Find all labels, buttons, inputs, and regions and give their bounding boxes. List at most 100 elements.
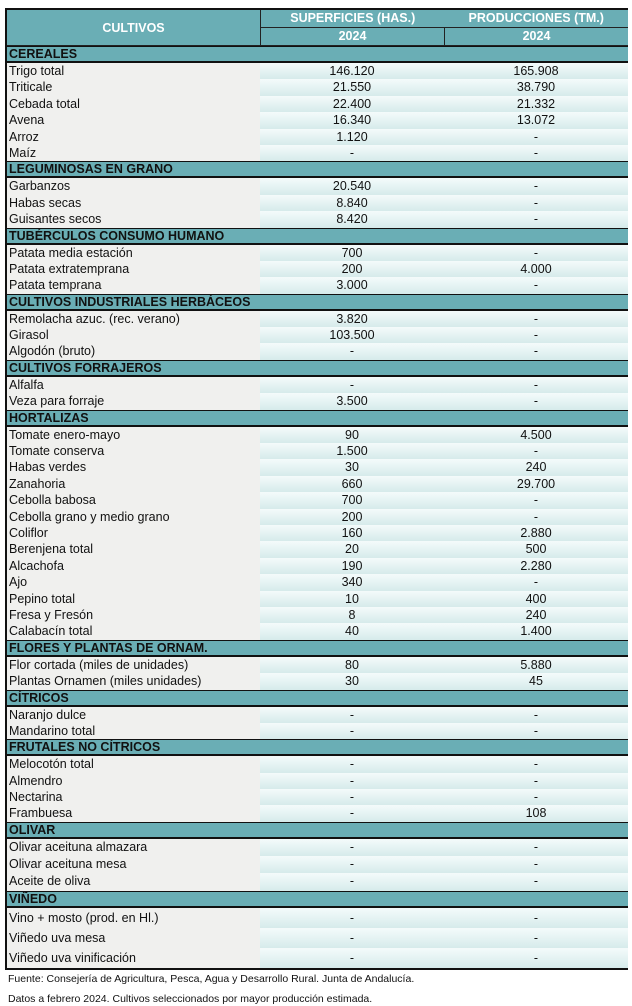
crop-name: Almendro: [7, 772, 260, 790]
crop-name: Ajo: [7, 574, 260, 591]
header-cultivos: CULTIVOS: [7, 10, 261, 45]
produccion-value: 21.332: [444, 95, 628, 113]
header-superficies: SUPERFICIES (HAS.): [290, 11, 416, 25]
table-row: Frambuesa -108: [7, 805, 628, 822]
table-header: CULTIVOS SUPERFICIES (HAS.) PRODUCCIONES…: [7, 10, 628, 46]
table-row: Zanahoria 660 29.700: [7, 475, 628, 493]
produccion-value: -: [444, 789, 628, 806]
superficie-value: 146.120: [260, 63, 444, 80]
produccion-value: -: [444, 772, 628, 790]
produccion-value: 29.700: [444, 475, 628, 493]
table-row: Olivar aceituna almazara - -: [7, 838, 628, 857]
superficie-value: -: [260, 927, 444, 948]
superficie-value: 40: [260, 623, 444, 640]
crop-name: Avena: [7, 112, 260, 129]
produccion-value: 240: [444, 459, 628, 476]
superficie-value: -: [260, 907, 444, 928]
section-group: FRUTALES NO CÍTRICOS Melocotón total - - Alm…: [7, 739, 628, 822]
superficie-value: 190: [260, 557, 444, 575]
produccion-value: 45: [444, 673, 628, 690]
superficie-value: 90: [260, 426, 444, 444]
superficie-value: -: [260, 856, 444, 874]
produccion-value: -: [444, 856, 628, 874]
superficie-value: 200: [260, 260, 444, 278]
crop-name: Coliflor: [7, 524, 260, 542]
table-row: Veza para forraje 3.500-: [7, 393, 628, 410]
produccion-value: 500: [444, 541, 628, 558]
produccion-value: -: [444, 277, 628, 294]
crop-name: Habas secas: [7, 194, 260, 212]
table-row: Habas verdes 30 240: [7, 459, 628, 476]
superficie-value: 3.000: [260, 277, 444, 294]
table-row: Patata extratemprana 200 4.000: [7, 260, 628, 278]
table-row: Garbanzos 20.540-: [7, 178, 628, 195]
section-header: VIÑEDO: [7, 890, 628, 908]
crop-name: Algodón (bruto): [7, 343, 260, 360]
section-header: LEGUMINOSAS EN GRANO: [7, 161, 628, 179]
produccion-value: -: [444, 756, 628, 773]
superficie-value: -: [260, 789, 444, 806]
section-group: HORTALIZAS Tomate enero-mayo 90 4.500 Tomate…: [7, 409, 628, 640]
produccion-value: -: [444, 343, 628, 360]
crop-name: Alcachofa: [7, 557, 260, 575]
produccion-value: -: [444, 178, 628, 195]
crop-name: Girasol: [7, 327, 260, 344]
table-row: Mandarino total - -: [7, 722, 628, 740]
crop-name: Triticale: [7, 79, 260, 96]
produccion-value: -: [444, 947, 628, 968]
superficie-value: 8.420: [260, 211, 444, 228]
produccion-value: 5.880: [444, 656, 628, 674]
table-row: Remolacha azuc. (rec. verano) 3.820-: [7, 310, 628, 328]
produccion-value: -: [444, 907, 628, 928]
produccion-value: -: [444, 194, 628, 212]
section-header: HORTALIZAS: [7, 409, 628, 427]
superficie-value: 700: [260, 492, 444, 509]
table-row: Plantas Ornamen (miles unidades) 30 45: [7, 673, 628, 690]
produccion-value: -: [444, 873, 628, 891]
section-header: OLIVAR: [7, 821, 628, 839]
superficie-value: 103.500: [260, 327, 444, 344]
produccion-value: 4.000: [444, 260, 628, 278]
section-header: CULTIVOS FORRAJEROS: [7, 359, 628, 377]
table-row: Coliflor 160 2.880: [7, 524, 628, 542]
table-row: Girasol 103.500-: [7, 327, 628, 344]
table-row: Melocotón total - -: [7, 756, 628, 773]
produccion-value: 2.280: [444, 557, 628, 575]
header-year-superficies: 2024: [261, 28, 445, 45]
produccion-value: -: [444, 492, 628, 509]
superficie-value: 340: [260, 574, 444, 591]
superficie-value: 30: [260, 673, 444, 690]
section-header: TUBÉRCULOS CONSUMO HUMANO: [7, 227, 628, 245]
superficie-value: -: [260, 706, 444, 723]
produccion-value: -: [444, 376, 628, 394]
crop-name: Patata extratemprana: [7, 260, 260, 278]
produccion-value: 38.790: [444, 79, 628, 96]
crop-name: Flor cortada (miles de unidades): [7, 656, 260, 674]
superficie-value: 20.540: [260, 178, 444, 195]
crop-name: Nectarina: [7, 789, 260, 806]
superficie-value: 8: [260, 606, 444, 624]
produccion-value: 240: [444, 606, 628, 624]
crop-name: Patata media estación: [7, 244, 260, 261]
crop-name: Aceite de oliva: [7, 873, 260, 891]
footer-note: Datos a febrero 2024. Cultivos seleccion…: [8, 992, 373, 1005]
superficie-value: 200: [260, 508, 444, 525]
produccion-value: -: [444, 211, 628, 228]
table-row: Aceite de oliva - -: [7, 873, 628, 891]
produccion-value: -: [444, 443, 628, 460]
crop-name: Guisantes secos: [7, 211, 260, 228]
section-group: TUBÉRCULOS CONSUMO HUMANO Patata media es…: [7, 227, 628, 294]
crop-name: Maíz: [7, 144, 260, 162]
crop-name: Alfalfa: [7, 376, 260, 394]
produccion-value: -: [444, 144, 628, 162]
table-row: Alfalfa - -: [7, 376, 628, 394]
table-row: Flor cortada (miles de unidades) 80 5.880: [7, 656, 628, 674]
produccion-value: -: [444, 927, 628, 948]
superficie-value: 21.550: [260, 79, 444, 96]
crop-name: Cebolla grano y medio grano: [7, 508, 260, 525]
superficie-value: -: [260, 873, 444, 891]
section-header: FLORES Y PLANTAS DE ORNAM.: [7, 639, 628, 657]
crop-name: Veza para forraje: [7, 393, 260, 410]
table-row: Arroz 1.120-: [7, 128, 628, 145]
section-group: CEREALES Trigo total 146.120 165.908 Tritica…: [7, 46, 628, 162]
